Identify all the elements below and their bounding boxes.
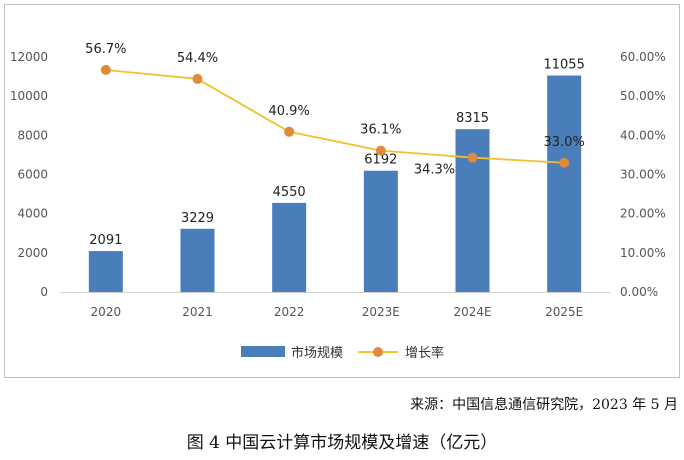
y-left-tick-label: 12000 bbox=[10, 50, 48, 64]
bar bbox=[363, 170, 398, 292]
y-left-tick-label: 10000 bbox=[10, 89, 48, 103]
y-left-tick-label: 2000 bbox=[17, 246, 48, 260]
x-tick-label: 2022 bbox=[274, 305, 305, 319]
y-left-tick-label: 8000 bbox=[17, 128, 48, 142]
growth-rate-point bbox=[284, 126, 295, 137]
growth-rate-point bbox=[467, 152, 478, 163]
growth-rate-line bbox=[105, 69, 565, 164]
growth-rate-point bbox=[192, 73, 203, 84]
bar-value-label: 6192 bbox=[364, 153, 397, 168]
legend-label-market-size: 市场规模 bbox=[291, 345, 343, 361]
y-left-tick-label: 0 bbox=[40, 285, 48, 299]
x-tick-label: 2021 bbox=[182, 305, 213, 319]
growth-rate-point bbox=[559, 157, 570, 168]
growth-rate-point bbox=[375, 145, 386, 156]
source-note: 来源：中国信息通信研究院，2023 年 5 月 bbox=[410, 397, 678, 413]
bar-value-label: 3229 bbox=[181, 211, 214, 226]
growth-rate-label: 33.0% bbox=[544, 135, 585, 150]
figure-caption: 图 4 中国云计算市场规模及增速（亿元） bbox=[186, 433, 498, 453]
legend-marker-growth-rate bbox=[373, 347, 383, 357]
x-tick-label: 2024E bbox=[453, 305, 491, 319]
growth-rate-label: 40.9% bbox=[269, 104, 310, 119]
x-tick-label: 2023E bbox=[362, 305, 400, 319]
bar-value-label: 8315 bbox=[456, 111, 489, 126]
growth-rate-label: 56.7% bbox=[85, 42, 126, 57]
legend-label-growth-rate: 增长率 bbox=[405, 345, 444, 361]
y-left-tick-label: 4000 bbox=[17, 207, 48, 221]
bar bbox=[180, 228, 215, 292]
growth-rate-label: 34.3% bbox=[414, 163, 455, 178]
market-size-chart: 0 2000 4000 6000 8000 10000 12000 0.00% 10.00% 20… bbox=[10, 42, 666, 361]
y-right-tick-label: 40.00% bbox=[620, 128, 666, 142]
x-tick-label: 2020 bbox=[91, 305, 122, 319]
y-right-tick-label: 60.00% bbox=[620, 50, 666, 64]
growth-rate-point bbox=[100, 64, 111, 75]
y-right-tick-label: 10.00% bbox=[620, 246, 666, 260]
legend-swatch-market-size bbox=[241, 346, 285, 357]
y-right-tick-label: 20.00% bbox=[620, 207, 666, 221]
bar bbox=[88, 251, 123, 292]
y-right-tick-label: 0.00% bbox=[620, 285, 658, 299]
y-right-tick-label: 50.00% bbox=[620, 89, 666, 103]
bar-value-label: 4550 bbox=[273, 185, 306, 200]
bar bbox=[272, 202, 307, 292]
growth-rate-label: 54.4% bbox=[177, 51, 218, 66]
bar-value-label: 11055 bbox=[543, 58, 584, 73]
bar bbox=[547, 75, 582, 292]
y-right-tick-label: 30.00% bbox=[620, 168, 666, 182]
bar-value-label: 2091 bbox=[89, 233, 122, 248]
growth-rate-label: 36.1% bbox=[360, 123, 401, 138]
y-left-tick-label: 6000 bbox=[17, 168, 48, 182]
x-tick-label: 2025E bbox=[545, 305, 583, 319]
